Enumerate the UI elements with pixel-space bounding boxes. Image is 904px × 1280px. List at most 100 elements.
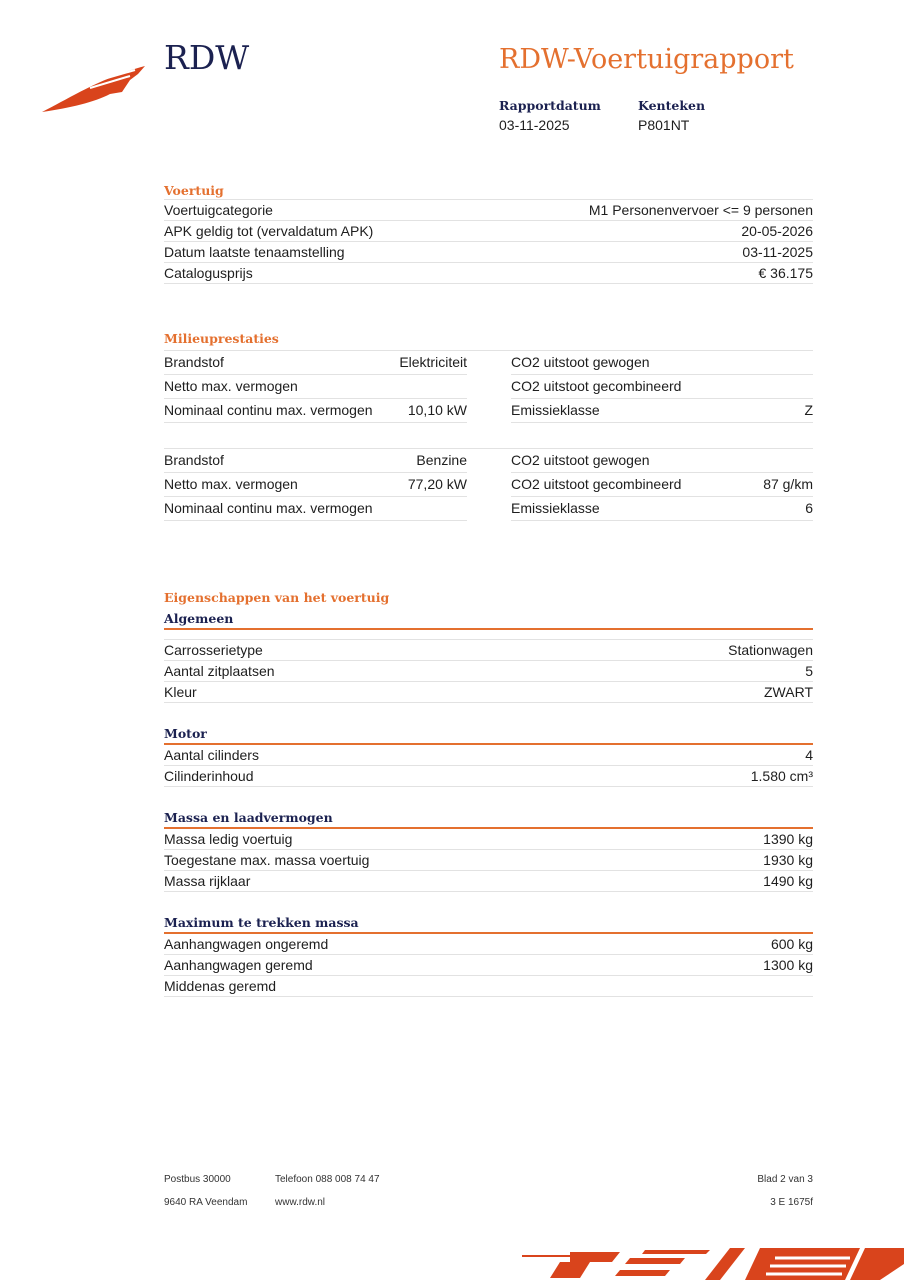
row-value: 20-05-2026 [741, 223, 813, 239]
rapportdatum-value: 03-11-2025 [499, 117, 570, 133]
row-label: CO2 uitstoot gewogen [511, 452, 650, 468]
milieu-block: Brandstof Benzine CO2 uitstoot gewogen Nett… [164, 448, 813, 521]
milieu-cell: CO2 uitstoot gewogen [511, 351, 813, 375]
table-row: Massa rijklaar 1490 kg [164, 871, 813, 892]
spacer [467, 497, 511, 520]
rapportdatum-label: Rapportdatum [499, 98, 601, 113]
table-row: Middenas geremd [164, 976, 813, 997]
row-label: Netto max. vermogen [164, 378, 298, 394]
section-heading: Eigenschappen van het voertuig [164, 590, 390, 605]
table-row: Aantal zitplaatsen 5 [164, 661, 813, 682]
subsection-heading: Maximum te trekken massa [164, 914, 813, 934]
milieu-cell: CO2 uitstoot gewogen [511, 449, 813, 473]
milieu-cell: Nominaal continu max. vermogen 10,10 kW [164, 399, 467, 423]
rapportdatum: Rapportdatum 03-11-2025 [499, 98, 601, 137]
spacer [467, 449, 511, 472]
row-label: CO2 uitstoot gewogen [511, 354, 650, 370]
section-heading: Milieuprestaties [164, 331, 279, 346]
row-label: Aanhangwagen ongeremd [164, 936, 329, 952]
page-number: Blad 2 van 3 [757, 1174, 813, 1185]
row-label: Aantal zitplaatsen [164, 663, 275, 679]
milieu-section: Milieuprestaties Brandstof Elektriciteit C… [164, 330, 813, 521]
table-row: APK geldig tot (vervaldatum APK) 20-05-20… [164, 221, 813, 242]
row-label: Catalogusprijs [164, 265, 253, 281]
row-value: 1390 kg [763, 831, 813, 847]
table-row: Aanhangwagen ongeremd 600 kg [164, 934, 813, 955]
milieu-cell: Netto max. vermogen [164, 375, 467, 399]
row-value: 600 kg [770, 936, 813, 952]
row-label: Brandstof [164, 354, 224, 370]
row-label: Aantal cilinders [164, 747, 259, 763]
table-row: Voertuigcategorie M1 Personenvervoer <= 9… [164, 200, 813, 221]
table-row: Carrosserietype Stationwagen [164, 640, 813, 661]
footer-adres: 9640 RA Veendam [164, 1197, 248, 1208]
row-value: 6 [805, 500, 813, 516]
row-value: 5 [805, 663, 813, 679]
spacer [467, 375, 511, 398]
row-value: 03-11-2025 [742, 244, 813, 260]
row-label: Middenas geremd [164, 978, 277, 994]
row-label: Aanhangwagen geremd [164, 957, 313, 973]
spacer [467, 473, 511, 496]
table-row: Datum laatste tenaamstelling 03-11-2025 [164, 242, 813, 263]
row-label: Nominaal continu max. vermogen [164, 500, 373, 516]
row-value: 1300 kg [763, 957, 813, 973]
row-label: Netto max. vermogen [164, 476, 298, 492]
row-value: 4 [805, 747, 813, 763]
row-label: APK geldig tot (vervaldatum APK) [164, 223, 374, 239]
rdw-logo-icon [42, 66, 145, 112]
footer-postbus: Postbus 30000 [164, 1174, 231, 1185]
milieu-cell: Brandstof Elektriciteit [164, 351, 467, 375]
row-value: 10,10 kW [407, 402, 467, 418]
table-row: Kleur ZWART [164, 682, 813, 703]
row-label: Brandstof [164, 452, 224, 468]
milieu-cell: Netto max. vermogen 77,20 kW [164, 473, 467, 497]
row-value: Benzine [416, 452, 467, 468]
subsection-heading: Massa en laadvermogen [164, 809, 813, 829]
row-label: Kleur [164, 684, 197, 700]
eigenschappen-section: Eigenschappen van het voertuig Algemeen C… [164, 589, 813, 997]
milieu-block: Brandstof Elektriciteit CO2 uitstoot gewog… [164, 350, 813, 423]
row-value: ZWART [764, 684, 813, 700]
row-value: Elektriciteit [399, 354, 467, 370]
row-value: 1490 kg [763, 873, 813, 889]
milieu-cell: Emissieklasse 6 [511, 497, 813, 521]
row-label: Nominaal continu max. vermogen [164, 402, 373, 418]
footer-website-link[interactable]: www.rdw.nl [275, 1197, 326, 1208]
rdw-stripes-decoration-icon [522, 1248, 904, 1280]
row-value: Z [804, 402, 813, 418]
table-row: Aanhangwagen geremd 1300 kg [164, 955, 813, 976]
table-row: Massa ledig voertuig 1390 kg [164, 829, 813, 850]
row-label: CO2 uitstoot gecombineerd [511, 476, 682, 492]
spacer [467, 399, 511, 422]
milieu-cell: Nominaal continu max. vermogen [164, 497, 467, 521]
row-label: Toegestane max. massa voertuig [164, 852, 370, 868]
milieu-cell: CO2 uitstoot gecombineerd 87 g/km [511, 473, 813, 497]
footer-telefoon: Telefoon 088 008 74 47 [275, 1174, 380, 1185]
section-heading: Voertuig [164, 183, 224, 198]
spacer [467, 351, 511, 374]
row-label: Massa ledig voertuig [164, 831, 293, 847]
row-label: Carrosserietype [164, 642, 263, 658]
row-label: Emissieklasse [511, 500, 600, 516]
document-code: 3 E 1675f [770, 1197, 813, 1208]
row-value: € 36.175 [758, 265, 814, 281]
voertuig-section: Voertuig Voertuigcategorie M1 Personenver… [164, 182, 813, 284]
row-value: Stationwagen [728, 642, 813, 658]
subsection-heading: Motor [164, 725, 813, 745]
row-label: Voertuigcategorie [164, 202, 273, 218]
table-row: Toegestane max. massa voertuig 1930 kg [164, 850, 813, 871]
milieu-cell: Brandstof Benzine [164, 449, 467, 473]
row-label: Datum laatste tenaamstelling [164, 244, 345, 260]
subsection-heading: Algemeen [164, 610, 813, 630]
kenteken: Kenteken P801NT [638, 98, 705, 137]
milieu-cell: Emissieklasse Z [511, 399, 813, 423]
row-value: 1930 kg [763, 852, 813, 868]
row-value: 87 g/km [763, 476, 813, 492]
kenteken-label: Kenteken [638, 98, 706, 113]
milieu-cell: CO2 uitstoot gecombineerd [511, 375, 813, 399]
table-row: Aantal cilinders 4 [164, 745, 813, 766]
row-value: M1 Personenvervoer <= 9 personen [588, 202, 813, 218]
table-row: Cilinderinhoud 1.580 cm³ [164, 766, 813, 787]
table-row: Catalogusprijs € 36.175 [164, 263, 813, 284]
